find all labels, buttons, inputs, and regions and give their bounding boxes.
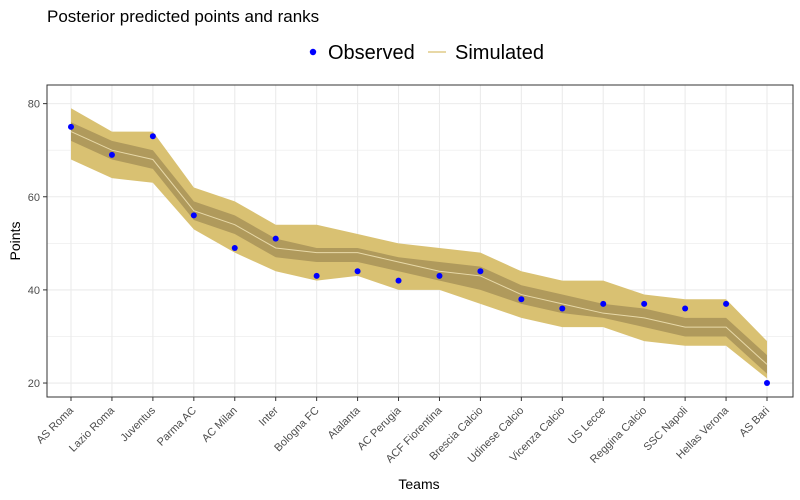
observed-point (272, 235, 279, 242)
observed-point (682, 305, 689, 312)
y-tick-label: 40 (28, 285, 40, 297)
observed-point (641, 300, 648, 307)
observed-point (231, 244, 238, 251)
x-tick-label: Atalanta (326, 404, 364, 442)
observed-point (600, 300, 607, 307)
observed-point (354, 268, 361, 275)
x-axis-title: Teams (398, 476, 439, 492)
observed-point (68, 123, 74, 130)
panel-background (47, 85, 793, 397)
y-tick-label: 20 (28, 378, 40, 390)
x-tick-label: US Lecce (566, 405, 608, 447)
observed-point (149, 133, 156, 140)
x-tick-label: AS Roma (34, 404, 76, 446)
plot-panel (46, 84, 794, 398)
observed-point (313, 272, 320, 279)
observed-point (395, 277, 402, 284)
x-tick-label: Parma AC (155, 405, 199, 449)
legend-observed-key (309, 48, 317, 56)
panel-border (46, 84, 794, 398)
x-tick-label: Inter (257, 404, 281, 428)
legend-observed-label: Observed (328, 42, 415, 64)
observed-point (108, 151, 115, 158)
observed-point (764, 380, 770, 387)
legend: Observed Simulated (309, 42, 544, 64)
legend-simulated-label: Simulated (455, 42, 544, 64)
observed-point (723, 300, 730, 307)
y-axis: 20 40 60 80 (28, 99, 47, 390)
observed-point (477, 268, 484, 275)
x-tick-label: AS Bari (737, 405, 772, 440)
observed-point (559, 305, 566, 312)
x-tick-label: Lazio Roma (67, 404, 118, 455)
y-tick-label: 60 (28, 192, 40, 204)
observed-point (518, 296, 525, 303)
chart-title: Posterior predicted points and ranks (47, 7, 319, 26)
observed-point (436, 272, 443, 279)
y-tick-label: 80 (28, 99, 40, 111)
x-tick-label: AC Milan (200, 405, 240, 445)
observed-point (190, 212, 197, 219)
x-tick-label: Juventus (118, 404, 158, 444)
simulated-median-line (70, 131, 768, 365)
y-axis-title: Points (7, 222, 23, 261)
